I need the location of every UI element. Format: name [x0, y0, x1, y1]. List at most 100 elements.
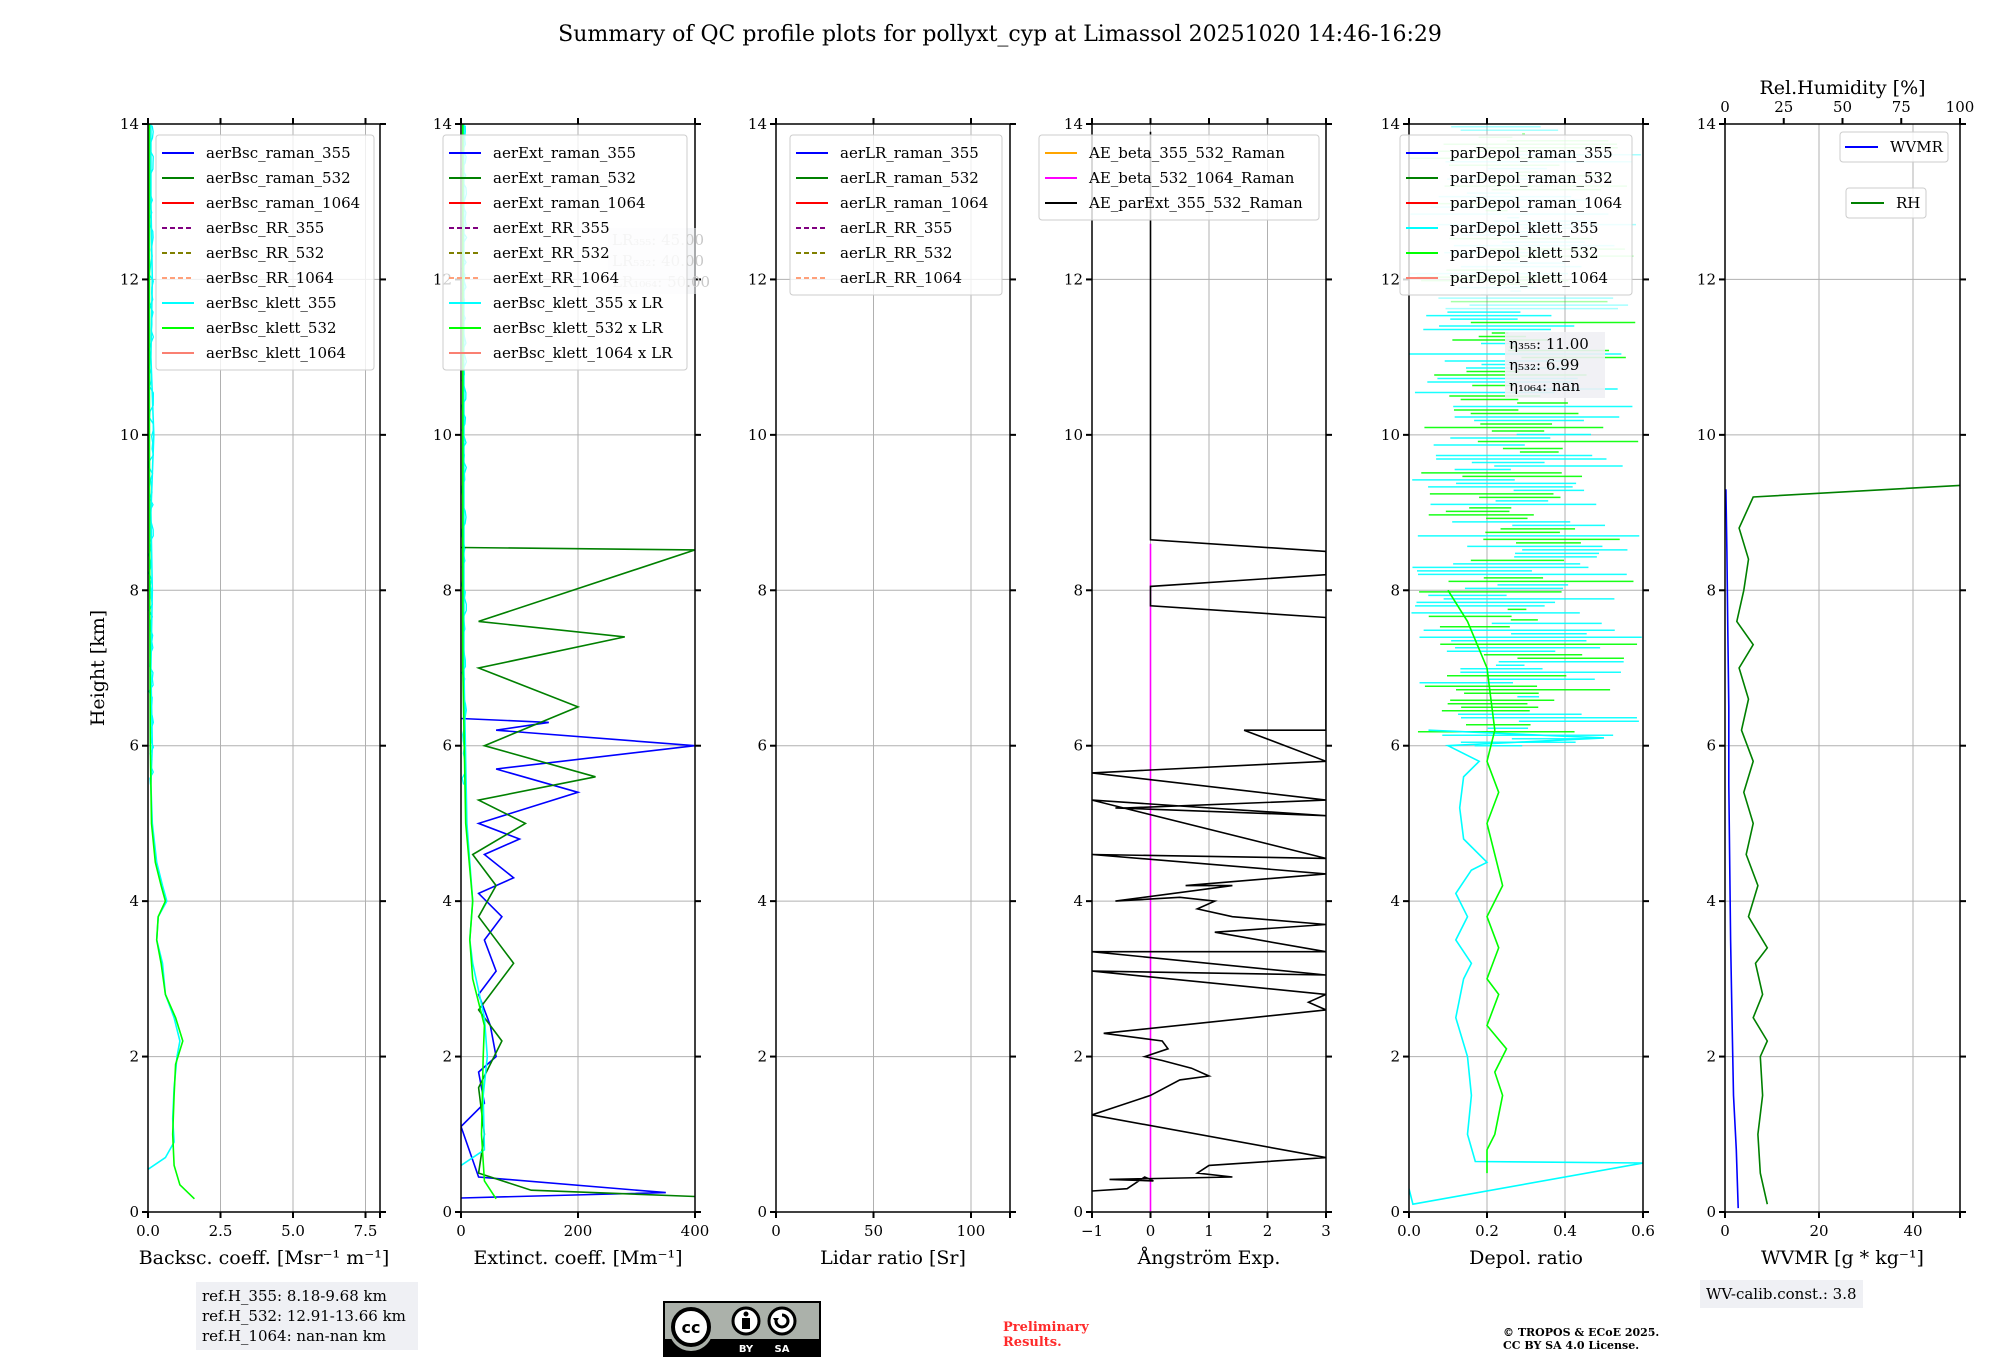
- y-tick-label: 4: [757, 892, 767, 910]
- series-group: [461, 124, 695, 1200]
- legend-label: WVMR: [1890, 138, 1944, 156]
- x-tick-label: 200: [564, 1222, 593, 1240]
- annotation-text: η₁₀₆₄: nan: [1509, 377, 1580, 395]
- legend: aerBsc_raman_355 aerBsc_raman_532 aerBsc_r…: [155, 134, 375, 371]
- panel-backscatter: 0 2 4 6 8 10 12 14 0.0 2.5 5.0 7.5 Backsc. coeff. [M…: [87, 115, 389, 1269]
- series-line-ae-parext-355-532-raman: [1092, 131, 1326, 1192]
- legend-box: [789, 134, 1003, 296]
- y-tick-label: 10: [1064, 426, 1083, 444]
- legend-label: aerBsc_raman_355: [206, 144, 351, 162]
- legend-box: [442, 134, 688, 371]
- legend-label: aerBsc_RR_532: [206, 244, 324, 262]
- x-axis-label: Extinct. coeff. [Mm⁻¹]: [473, 1247, 682, 1269]
- copyright-note: © TROPOS & ECoE 2025. CC BY SA 4.0 Licen…: [1503, 1326, 1659, 1352]
- preliminary-results-note: Preliminary Results.: [1003, 1320, 1089, 1350]
- x2-tick-label: 75: [1892, 98, 1911, 116]
- legend-box: [1038, 134, 1320, 221]
- y-tick-label: 14: [748, 115, 767, 133]
- y-tick-label: 6: [442, 737, 452, 755]
- y-tick-label: 2: [1390, 1048, 1400, 1066]
- legend-label: AE_beta_532_1064_Raman: [1088, 169, 1295, 187]
- x-tick-label: 2: [1263, 1222, 1273, 1240]
- y-tick-label: 12: [120, 270, 139, 288]
- x2-tick-label: 0: [1720, 98, 1730, 116]
- y-tick-label: 6: [1073, 737, 1083, 755]
- x-tick-label: 7.5: [354, 1222, 378, 1240]
- series-line-wvmr: [1725, 489, 1739, 1209]
- axes-frame: [147, 123, 381, 1213]
- legend-label: parDepol_raman_532: [1450, 169, 1613, 187]
- y-tick-label: 10: [1697, 426, 1716, 444]
- ref-height-532: ref.H_532: 12.91-13.66 km: [202, 1307, 406, 1325]
- legend-label: aerBsc_raman_532: [206, 169, 351, 187]
- legend-label: aerExt_raman_1064: [493, 194, 646, 212]
- cc-by-sa-badge: cc BY SA: [663, 1301, 821, 1357]
- x-axis-label: Lidar ratio [Sr]: [820, 1247, 966, 1269]
- series-group: [148, 124, 195, 1200]
- annotation-text: η₃₅₅: 11.00: [1509, 335, 1589, 353]
- legend-label: parDepol_klett_1064: [1450, 269, 1608, 287]
- y-tick-label: 10: [1381, 426, 1400, 444]
- legend-label: aerExt_RR_355: [493, 219, 610, 237]
- x-tick-label: 100: [957, 1222, 986, 1240]
- y-tick-label: 12: [1381, 270, 1400, 288]
- y-tick-label: 14: [1381, 115, 1400, 133]
- legend-label: aerBsc_klett_532: [206, 319, 337, 337]
- x-tick-label: 2.5: [209, 1222, 233, 1240]
- x-tick-label: 1: [1204, 1222, 1214, 1240]
- y-tick-label: 12: [1064, 270, 1083, 288]
- legend-label: parDepol_klett_532: [1450, 244, 1599, 262]
- legend: AE_beta_355_532_Raman AE_beta_532_1064_Ra…: [1038, 134, 1320, 221]
- copyright-line-2: CC BY SA 4.0 License.: [1503, 1339, 1640, 1352]
- y-tick-label: 0: [1706, 1203, 1716, 1221]
- y-tick-label: 8: [1073, 581, 1083, 599]
- preliminary-line-2: Results.: [1003, 1335, 1062, 1350]
- legend-label: aerBsc_RR_355: [206, 219, 324, 237]
- y-tick-label: 8: [129, 581, 139, 599]
- legend-box: [1399, 134, 1633, 296]
- y-tick-label: 12: [1697, 270, 1716, 288]
- y-tick-label: 4: [129, 892, 139, 910]
- legend: aerLR_raman_355 aerLR_raman_532 aerLR_rama…: [789, 134, 1003, 296]
- attribution-icon: [731, 1306, 761, 1336]
- y-tick-label: 2: [1706, 1048, 1716, 1066]
- x-tick-label: 40: [1903, 1222, 1922, 1240]
- wv-calibration-box: WV-calib.const.: 3.8: [1700, 1280, 1863, 1308]
- x-tick-label: 0: [456, 1222, 466, 1240]
- legend-label: parDepol_raman_355: [1450, 144, 1613, 162]
- y-tick-label: 12: [748, 270, 767, 288]
- x-axis-label: WVMR [g * kg⁻¹]: [1761, 1247, 1924, 1269]
- y-tick-label: 8: [442, 581, 452, 599]
- y-tick-label: 14: [433, 115, 452, 133]
- annotation-text: η₅₃₂: 6.99: [1509, 356, 1579, 374]
- y-tick-label: 6: [757, 737, 767, 755]
- y-tick-label: 14: [120, 115, 139, 133]
- legend-box: [1845, 187, 1927, 219]
- figure-title: Summary of QC profile plots for pollyxt_…: [558, 22, 1442, 47]
- ref-height-1064: ref.H_1064: nan-nan km: [202, 1327, 387, 1345]
- y-tick-label: 8: [1390, 581, 1400, 599]
- y-tick-label: 8: [757, 581, 767, 599]
- x2-tick-label: 25: [1774, 98, 1793, 116]
- x-tick-label: −1: [1081, 1222, 1103, 1240]
- legend-label: aerExt_raman_532: [493, 169, 636, 187]
- wv-calibration-text: WV-calib.const.: 3.8: [1706, 1285, 1857, 1303]
- y-tick-label: 0: [442, 1203, 452, 1221]
- x-tick-label: 0.4: [1553, 1222, 1577, 1240]
- x-axis-label: Backsc. coeff. [Msr⁻¹ m⁻¹]: [139, 1247, 390, 1269]
- y-tick-label: 6: [1706, 737, 1716, 755]
- series-line-pardepol-klett-532: [1447, 589, 1508, 1174]
- x-tick-label: 0: [1146, 1222, 1156, 1240]
- y-tick-label: 0: [1073, 1203, 1083, 1221]
- axes-frame: [1724, 123, 1961, 1213]
- x2-tick-label: 100: [1946, 98, 1975, 116]
- legend-label: RH: [1896, 194, 1920, 212]
- series-line-aerbsc-klett-532-x-lr: [461, 124, 497, 1200]
- legend-label: parDepol_raman_1064: [1450, 194, 1622, 212]
- x-tick-label: 0: [1720, 1222, 1730, 1240]
- copyright-line-1: © TROPOS & ECoE 2025.: [1503, 1326, 1660, 1339]
- axes-frame: [1408, 123, 1644, 1213]
